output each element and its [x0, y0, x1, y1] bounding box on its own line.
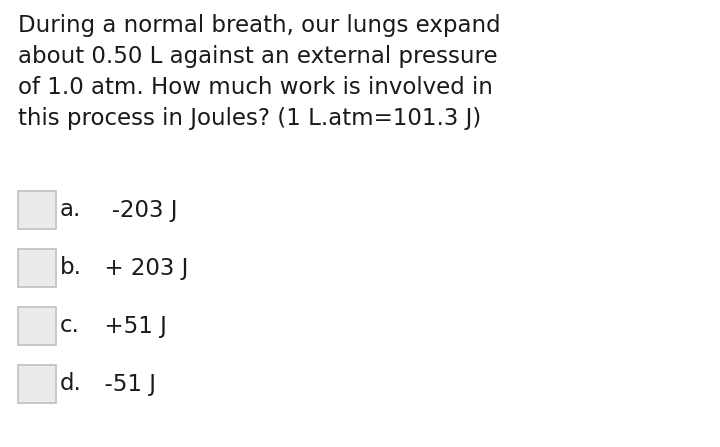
- Bar: [18, 307, 56, 345]
- Text: -51 J: -51 J: [90, 372, 156, 396]
- Bar: [18, 365, 56, 403]
- Text: d.: d.: [60, 372, 82, 396]
- Bar: [18, 191, 56, 229]
- Bar: [18, 249, 56, 287]
- Text: a.: a.: [60, 198, 81, 222]
- Text: +51 J: +51 J: [90, 315, 167, 337]
- Text: During a normal breath, our lungs expand
about 0.50 L against an external pressu: During a normal breath, our lungs expand…: [18, 14, 500, 130]
- Text: -203 J: -203 J: [90, 198, 178, 222]
- Text: + 203 J: + 203 J: [90, 257, 189, 279]
- Text: c.: c.: [60, 315, 80, 337]
- Text: b.: b.: [60, 257, 82, 279]
